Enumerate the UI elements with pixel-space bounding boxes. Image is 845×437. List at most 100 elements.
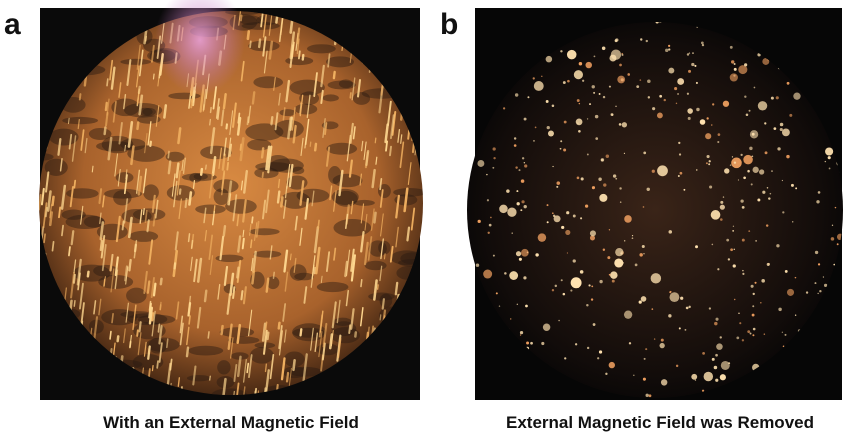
particle	[252, 217, 253, 223]
particle	[603, 249, 605, 251]
particle	[816, 200, 819, 203]
particle	[676, 365, 678, 367]
particle	[521, 200, 524, 203]
particle	[469, 388, 472, 391]
particle	[146, 338, 180, 352]
particle	[563, 81, 566, 84]
particle	[787, 82, 790, 85]
particle	[731, 60, 734, 63]
particle	[518, 169, 520, 171]
particle	[696, 108, 699, 111]
particle	[832, 225, 833, 226]
particle	[524, 164, 527, 167]
particle	[738, 65, 747, 74]
particle	[624, 215, 632, 223]
particle	[687, 93, 689, 95]
particle	[732, 156, 733, 157]
particle	[147, 220, 148, 231]
particle	[591, 285, 593, 287]
figure: a b With an External Magnetic Field Exte…	[0, 0, 845, 437]
particle	[164, 105, 165, 117]
particle	[733, 226, 734, 227]
particle	[629, 342, 631, 344]
particle	[525, 305, 528, 308]
particle	[742, 239, 745, 242]
particle	[595, 137, 598, 140]
particle	[74, 275, 75, 283]
panel-label: b	[440, 8, 458, 41]
particle	[573, 215, 576, 218]
particle	[50, 212, 51, 224]
particle	[496, 292, 498, 294]
particle	[323, 94, 339, 101]
particle	[714, 322, 717, 325]
particle	[706, 117, 708, 119]
particle	[742, 273, 744, 275]
particle	[752, 334, 754, 336]
particle	[556, 181, 560, 185]
particle	[560, 148, 562, 150]
particle	[158, 324, 159, 332]
particle	[238, 113, 239, 122]
particle	[753, 328, 756, 331]
particle	[400, 252, 425, 264]
particle	[782, 211, 784, 213]
particle	[471, 346, 472, 347]
particle	[730, 73, 738, 81]
particle	[148, 281, 149, 292]
particle	[252, 271, 253, 283]
particle	[213, 179, 238, 193]
particle	[177, 164, 179, 178]
particle	[350, 93, 351, 98]
particle	[483, 270, 492, 279]
particle	[470, 115, 473, 118]
particle	[607, 256, 610, 259]
particle	[240, 144, 241, 150]
particle	[303, 55, 304, 60]
particle	[69, 247, 70, 255]
particle	[818, 263, 820, 265]
particle	[546, 100, 549, 103]
particle	[815, 251, 818, 254]
particle	[609, 55, 616, 62]
particle	[365, 261, 387, 270]
particle	[723, 196, 724, 197]
particle	[747, 330, 750, 333]
particle	[780, 123, 784, 127]
particle	[767, 263, 770, 266]
particle	[321, 276, 322, 282]
particle	[137, 122, 138, 128]
particle	[169, 161, 170, 173]
particle	[692, 52, 693, 53]
particle	[732, 230, 734, 232]
particle	[632, 235, 633, 236]
particle	[687, 53, 689, 55]
particle	[766, 224, 768, 226]
particle	[478, 220, 481, 223]
particle	[609, 229, 610, 230]
particle	[711, 210, 721, 220]
particle	[712, 103, 714, 105]
particle	[609, 362, 615, 368]
particle	[353, 92, 370, 105]
particle	[588, 284, 590, 286]
particle	[266, 322, 267, 329]
particle	[512, 232, 513, 233]
particle	[709, 307, 711, 309]
particle	[279, 323, 280, 329]
particle	[643, 378, 646, 381]
particle	[624, 311, 632, 319]
particle	[734, 299, 735, 300]
particle	[541, 342, 544, 345]
particle	[62, 117, 98, 124]
particle	[543, 324, 550, 331]
particle	[325, 123, 326, 134]
particle	[178, 128, 180, 143]
particle	[534, 81, 544, 91]
particle	[556, 186, 558, 188]
particle	[575, 343, 577, 345]
particle	[817, 293, 818, 294]
particle	[125, 145, 126, 151]
particle	[533, 140, 535, 142]
particle	[46, 208, 47, 217]
